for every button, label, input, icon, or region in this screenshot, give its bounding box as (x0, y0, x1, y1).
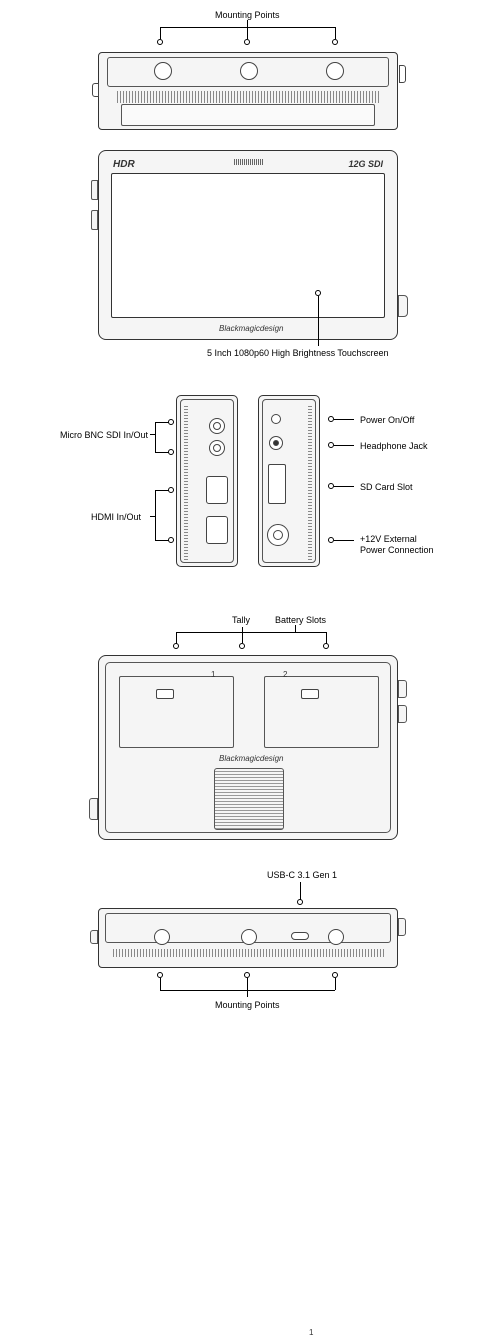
label-battery: Battery Slots (275, 615, 326, 625)
slot2-num: 2 (283, 670, 287, 679)
label-tally: Tally (232, 615, 250, 625)
hdmi-port (206, 516, 228, 544)
bottom-view-body (98, 908, 398, 968)
callout-line (318, 296, 319, 346)
label-touchscreen: 5 Inch 1080p60 High Brightness Touchscre… (207, 348, 388, 358)
label-usbc: USB-C 3.1 Gen 1 (267, 870, 337, 880)
left-side-body (176, 395, 238, 567)
power-connector (267, 524, 289, 546)
cooling-fins (113, 949, 385, 957)
power-button (271, 414, 281, 424)
side-port (91, 210, 98, 230)
side-port (399, 65, 406, 83)
front-view-body: HDR 12G SDI Blackmagicdesign (98, 150, 398, 340)
side-port (90, 930, 98, 944)
mount-hole (154, 62, 172, 80)
battery-slot-2 (264, 676, 379, 748)
cooling-fins (117, 91, 381, 103)
bracket-line (335, 27, 336, 39)
top-view-body (98, 52, 398, 130)
grip (184, 404, 188, 560)
slot1-num: 1 (211, 670, 215, 679)
callout-dot (157, 39, 163, 45)
slot-number-1: 1 (309, 1328, 313, 1337)
side-port (398, 680, 407, 698)
sd-card-slot (268, 464, 286, 504)
mount-hole (328, 929, 344, 945)
mount-hole (154, 929, 170, 945)
battery-contact (301, 689, 319, 699)
label-mounting-top: Mounting Points (215, 10, 280, 20)
callout-dot (332, 39, 338, 45)
bottom-lip (121, 104, 375, 126)
hdr-badge: HDR (113, 159, 135, 170)
brand-text-back: Blackmagicdesign (219, 754, 283, 763)
side-port (92, 83, 99, 97)
sdi-port (209, 440, 225, 456)
side-dial (398, 295, 408, 317)
label-sdi: Micro BNC SDI In/Out (60, 430, 148, 440)
label-headphone: Headphone Jack (360, 441, 428, 451)
label-sdcard: SD Card Slot (360, 482, 413, 492)
right-side-body (258, 395, 320, 567)
sdi12g-badge: 12G SDI (348, 159, 383, 169)
battery-contact (156, 689, 174, 699)
side-port (398, 705, 407, 723)
side-dial (89, 798, 98, 820)
mount-hole (241, 929, 257, 945)
speaker-grille (234, 159, 264, 165)
touchscreen (111, 173, 385, 318)
battery-slot-1 (119, 676, 234, 748)
brand-text: Blackmagicdesign (219, 324, 283, 333)
label-mounting-bottom: Mounting Points (215, 1000, 280, 1010)
hdmi-port (206, 476, 228, 504)
grip (308, 404, 312, 560)
headphone-jack (269, 436, 283, 450)
side-port (398, 918, 406, 936)
mount-hole (326, 62, 344, 80)
usb-c-port (291, 932, 309, 940)
label-ext-power: +12V ExternalPower Connection (360, 534, 450, 556)
callout-dot (244, 39, 250, 45)
label-power: Power On/Off (360, 415, 414, 425)
mount-hole (240, 62, 258, 80)
back-view-body: 1 Blackmagicdesign (98, 655, 398, 840)
sdi-port (209, 418, 225, 434)
label-hdmi: HDMI In/Out (91, 512, 141, 522)
side-port (91, 180, 98, 200)
bracket-line (160, 27, 161, 39)
vent-grille (214, 768, 284, 830)
bracket-line (247, 20, 248, 39)
